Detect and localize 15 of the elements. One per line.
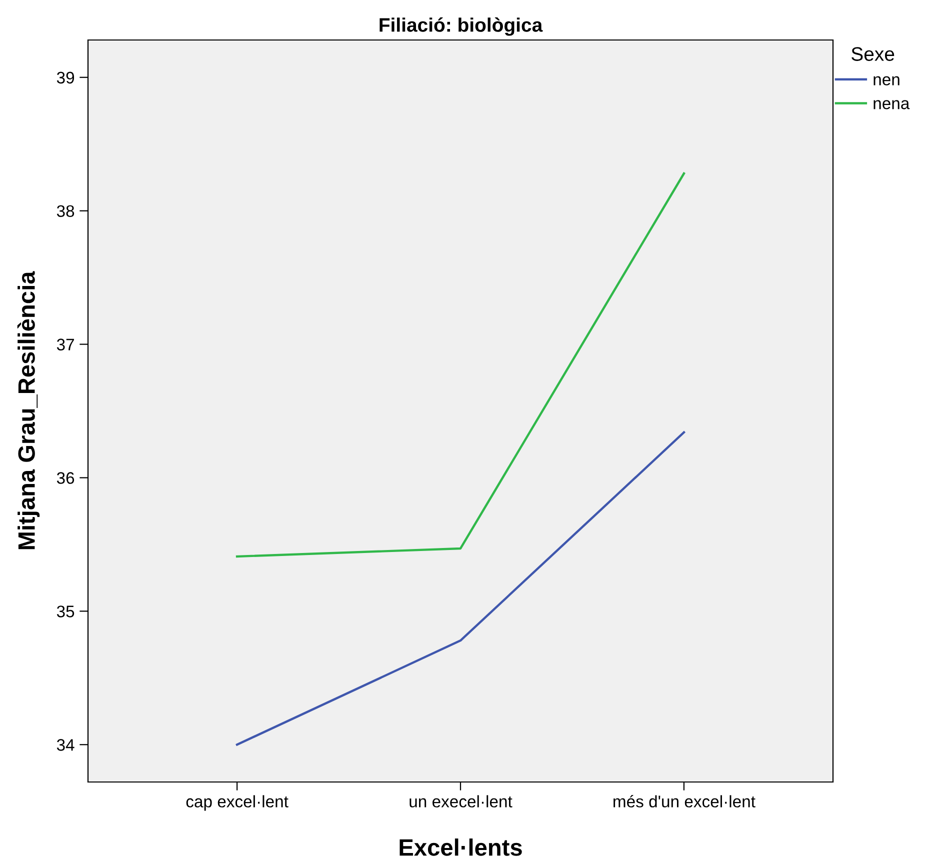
legend-label: nen xyxy=(874,76,900,86)
x-tick-label: més d'un excel·lent xyxy=(614,795,756,808)
legend-title: Sexe xyxy=(852,47,894,61)
y-tick-label: 39 xyxy=(56,72,74,84)
chart-title: Filiació: biològica xyxy=(380,17,543,36)
y-tick-label: 38 xyxy=(56,205,74,218)
y-axis-title: Mitjana Grau_Resiliència xyxy=(17,271,40,550)
y-tick-label: 36 xyxy=(56,472,74,484)
y-tick-label: 34 xyxy=(56,739,74,751)
x-axis-title: Excel·lents xyxy=(400,838,522,856)
legend-label: nena xyxy=(874,100,910,110)
y-tick-label: 37 xyxy=(56,338,74,350)
y-tick-label: 35 xyxy=(56,606,74,618)
x-tick-label: cap excel·lent xyxy=(186,795,288,811)
x-tick-label: un execel·lent xyxy=(410,795,512,808)
